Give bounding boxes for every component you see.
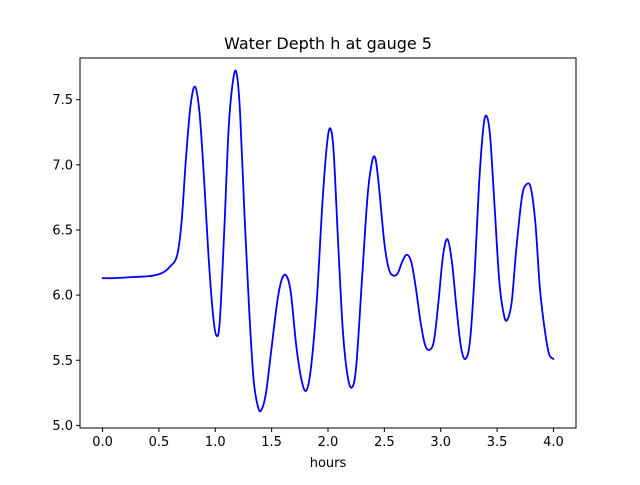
y-tick-label: 5.0 [52, 419, 73, 434]
y-tick-label: 6.0 [52, 289, 73, 304]
plot-area [80, 58, 576, 428]
x-tick-label: 0.0 [92, 435, 113, 450]
x-tick-label: 3.0 [430, 435, 451, 450]
x-tick-label: 0.5 [149, 435, 170, 450]
x-tick-label: 3.5 [487, 435, 508, 450]
y-tick-label: 5.5 [52, 354, 73, 369]
x-tick-label: 1.0 [205, 435, 226, 450]
series-line-0 [101, 69, 555, 413]
x-axis-ticks: 0.0 0.5 1.0 1.5 2.0 2.5 3.0 3.5 4.0 [92, 428, 564, 450]
series-layer [101, 69, 555, 413]
x-axis-label: hours [310, 456, 347, 471]
x-tick-label: 4.0 [543, 435, 564, 450]
x-tick-label: 2.0 [318, 435, 339, 450]
y-tick-label: 7.0 [52, 158, 73, 173]
y-tick-label: 7.5 [52, 93, 73, 108]
x-tick-label: 2.5 [374, 435, 395, 450]
y-tick-label: 6.5 [52, 223, 73, 238]
chart-title: Water Depth h at gauge 5 [224, 34, 432, 53]
y-axis-ticks: 5.0 5.5 6.0 6.5 7.0 7.5 [52, 93, 80, 434]
x-tick-label: 1.5 [261, 435, 282, 450]
